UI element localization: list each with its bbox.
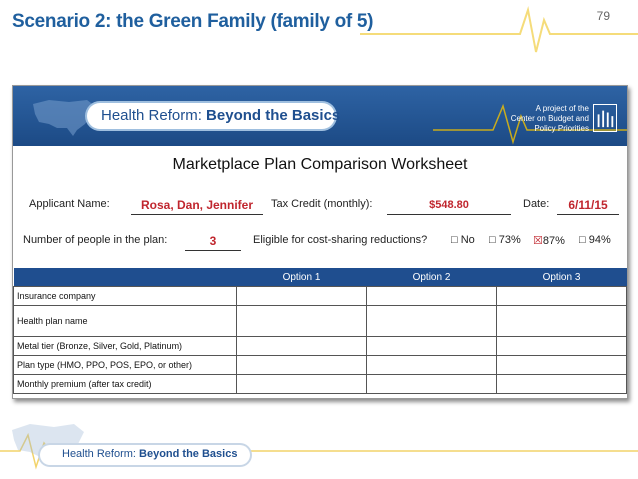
checkbox-empty-icon: □ [489, 234, 496, 246]
cbpp-logo-icon [593, 104, 617, 132]
cbpp-credit: A project of the Center on Budget and Po… [510, 104, 589, 133]
table-row: Plan type (HMO, PPO, POS, EPO, or other) [13, 355, 627, 375]
cell-option-2[interactable] [366, 286, 497, 306]
header-cell [13, 268, 237, 287]
banner-pulse-icon [433, 103, 627, 145]
footer-brand-text: Health Reform: Beyond the Basics [62, 448, 238, 460]
worksheet-frame: Health Reform: Beyond the Basics A proje… [12, 85, 628, 399]
row-label: Monthly premium (after tax credit) [13, 374, 237, 394]
cell-option-2[interactable] [366, 305, 497, 337]
applicant-value[interactable]: Rosa, Dan, Jennifer [131, 198, 263, 215]
people-value[interactable]: 3 [185, 234, 241, 251]
cell-option-1[interactable] [236, 305, 367, 337]
people-label: Number of people in the plan: [23, 234, 168, 246]
cell-option-1[interactable] [236, 374, 367, 394]
checkbox-empty-icon: □ [579, 234, 586, 246]
brand-pill [87, 103, 335, 129]
table-header-row: Option 1 Option 2 Option 3 [13, 268, 627, 287]
table-row: Insurance company [13, 286, 627, 306]
cell-option-1[interactable] [236, 286, 367, 306]
option-94[interactable]: □ 94% [579, 234, 611, 246]
cell-option-2[interactable] [366, 336, 497, 356]
us-map-icon [33, 100, 95, 136]
cell-option-3[interactable] [496, 305, 627, 337]
footer-brand-pill [40, 445, 250, 465]
table-row: Monthly premium (after tax credit) [13, 374, 627, 394]
applicant-label: Applicant Name: [29, 198, 110, 210]
tax-credit-label: Tax Credit (monthly): [271, 198, 373, 210]
table-row: Health plan name [13, 305, 627, 337]
brand-logo-text: Health Reform: Beyond the Basics [101, 107, 341, 124]
cell-option-1[interactable] [236, 336, 367, 356]
cell-option-3[interactable] [496, 286, 627, 306]
row-label: Metal tier (Bronze, Silver, Gold, Platin… [13, 336, 237, 356]
eligible-label: Eligible for cost-sharing reductions? [253, 234, 428, 246]
checkbox-checked-icon: ☒ [533, 235, 543, 247]
cell-option-3[interactable] [496, 336, 627, 356]
table-row: Metal tier (Bronze, Silver, Gold, Platin… [13, 336, 627, 356]
date-value[interactable]: 6/11/15 [557, 198, 619, 215]
option-87[interactable]: ☒87% [533, 235, 565, 247]
cell-option-3[interactable] [496, 374, 627, 394]
comparison-table: Option 1 Option 2 Option 3 Insurance com… [13, 268, 627, 394]
checkbox-empty-icon: □ [451, 234, 458, 246]
date-label: Date: [523, 198, 550, 210]
row-label: Insurance company [13, 286, 237, 306]
cell-option-3[interactable] [496, 355, 627, 375]
cell-option-2[interactable] [366, 355, 497, 375]
option-73[interactable]: □ 73% [489, 234, 521, 246]
page-number: 79 [596, 9, 610, 23]
header-option-1: Option 1 [236, 268, 367, 287]
worksheet-title: Marketplace Plan Comparison Worksheet [172, 156, 468, 173]
pulse-line-decoration [360, 6, 638, 53]
slide-title: Scenario 2: the Green Family (family of … [12, 11, 374, 32]
cell-option-1[interactable] [236, 355, 367, 375]
tax-credit-value[interactable]: $548.80 [387, 198, 511, 215]
row-label: Plan type (HMO, PPO, POS, EPO, or other) [13, 355, 237, 375]
header-option-3: Option 3 [496, 268, 627, 287]
cell-option-2[interactable] [366, 374, 497, 394]
option-no[interactable]: □ No [451, 234, 475, 246]
row-label: Health plan name [13, 305, 237, 337]
banner: Health Reform: Beyond the Basics A proje… [13, 86, 627, 146]
header-option-2: Option 2 [366, 268, 497, 287]
